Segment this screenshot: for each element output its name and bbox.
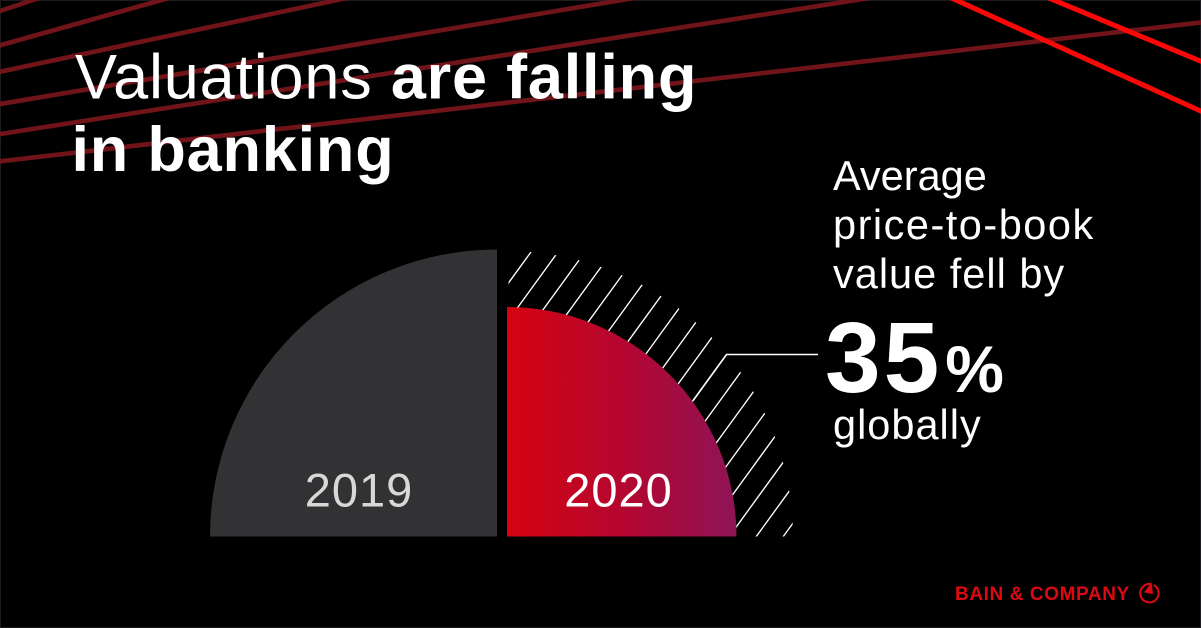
svg-text:2019: 2019 [305,464,414,517]
svg-text:value fell by: value fell by [833,250,1065,297]
svg-text:2020: 2020 [564,464,673,517]
svg-text:Average: Average [833,152,987,199]
svg-text:price-to-book: price-to-book [833,201,1095,248]
svg-text:globally: globally [833,401,982,448]
svg-text:Valuations are falling: Valuations are falling [75,43,697,113]
svg-text:BAIN & COMPANY: BAIN & COMPANY [955,584,1130,605]
svg-text:in banking: in banking [72,115,395,185]
